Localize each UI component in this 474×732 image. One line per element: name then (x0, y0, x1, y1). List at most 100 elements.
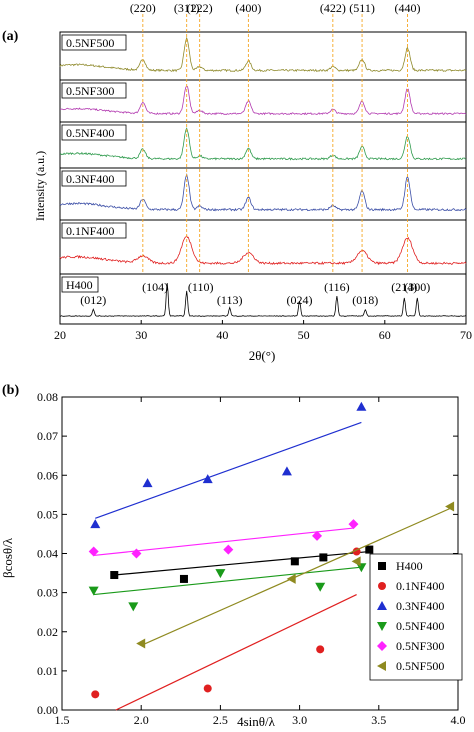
y-tick-label: 0.01 (37, 664, 58, 678)
y-tick-label: 0.02 (37, 625, 58, 639)
data-point (378, 582, 386, 590)
data-point (377, 641, 387, 651)
data-point (91, 690, 100, 699)
pattern-label-box (61, 170, 127, 187)
y-tick-label: 0.06 (37, 468, 58, 482)
data-point (290, 557, 299, 566)
data-point (348, 519, 359, 530)
h400-peak-label: (110) (188, 280, 214, 294)
legend-label: 0.5NF500 (396, 659, 444, 673)
reference-peak-label: (422) (320, 1, 346, 15)
x-tick-label: 1.5 (55, 713, 70, 727)
x-tick-label: 3.0 (292, 713, 307, 727)
fit-line (115, 594, 357, 711)
panel-a-ylabel: Intensity (a.u.) (33, 151, 47, 221)
data-point (179, 574, 188, 583)
data-point (215, 569, 226, 579)
x-tick-label: 50 (298, 328, 310, 342)
data-point (351, 556, 361, 567)
pattern-label-box (61, 124, 127, 141)
x-tick-label: 2.0 (134, 713, 149, 727)
data-point (377, 622, 387, 631)
reference-peak-label: (440) (395, 1, 421, 15)
reference-peak-label: (511) (349, 1, 375, 15)
panel-a-xlabel: 2θ(°) (249, 348, 276, 363)
h400-peak-label: (018) (352, 293, 378, 307)
h400-peak-label: (116) (324, 280, 350, 294)
pattern-label: 0.1NF400 (66, 224, 114, 238)
legend-box (369, 553, 463, 681)
data-point (315, 582, 326, 592)
data-point (131, 548, 142, 559)
reference-peak-label: (400) (235, 1, 261, 15)
data-point (88, 546, 99, 557)
data-point (136, 638, 146, 649)
data-point (316, 645, 325, 654)
h400-peak-label: (113) (217, 293, 243, 307)
y-tick-label: 0.04 (37, 547, 58, 561)
data-point (356, 401, 367, 411)
panel-a: (a) Intensity (a.u.) 2θ(°) 0.5NF500 0.5NF… (2, 1, 472, 363)
data-point (312, 530, 323, 541)
data-point (365, 545, 374, 554)
x-tick-label: 30 (135, 328, 147, 342)
panel-b-xlabel: 4sinθ/λ (237, 714, 276, 729)
data-point (445, 501, 455, 512)
data-point (281, 466, 292, 476)
x-tick-label: 40 (216, 328, 228, 342)
data-point (377, 601, 387, 610)
pattern-label: 0.5NF300 (66, 84, 114, 98)
h400-peak-label: (214) (391, 280, 417, 294)
pattern-label-box (61, 222, 127, 239)
h400-peak-label: (300) (404, 280, 430, 294)
pattern-line (59, 282, 466, 317)
data-point (378, 562, 386, 570)
data-point (223, 544, 234, 555)
pattern-label: H400 (66, 278, 93, 292)
pattern-label: 0.5NF400 (66, 126, 114, 140)
pattern-label: 0.5NF500 (66, 36, 114, 50)
pattern-label-box (61, 34, 127, 51)
fit-line (93, 566, 362, 596)
data-point (286, 573, 296, 584)
fit-line (114, 550, 370, 576)
x-tick-label: 70 (460, 328, 472, 342)
y-tick-label: 0.07 (37, 429, 58, 443)
panel-b-ylabel: βcosθ/λ (0, 537, 15, 578)
legend-label: 0.5NF400 (396, 619, 444, 633)
y-tick-label: 0.08 (37, 390, 58, 404)
x-tick-label: 2.5 (213, 713, 228, 727)
y-tick-label: 0.03 (37, 586, 58, 600)
y-tick-label: 0.00 (37, 703, 58, 717)
data-point (128, 602, 139, 612)
panel-b: (b) βcosθ/λ 4sinθ/λ 1.5 2.0 2.5 3.0 3.5 4.0 0.… (0, 383, 466, 729)
reference-peak-label: (220) (130, 1, 156, 15)
h400-peak-label: (104) (142, 280, 168, 294)
fit-line (95, 421, 362, 519)
pattern-line (59, 36, 467, 73)
pattern-line (59, 173, 467, 212)
legend-label: 0.1NF400 (396, 579, 444, 593)
x-tick-label: 20 (54, 328, 66, 342)
pattern-label-box (61, 82, 127, 99)
data-point (110, 571, 119, 580)
legend-label: 0.3NF400 (396, 599, 444, 613)
reference-peak-label: (222) (187, 1, 213, 15)
h400-peak-label: (024) (287, 293, 313, 307)
reference-peak-label: (311) (174, 1, 200, 15)
h400-peak-label: (012) (80, 293, 106, 307)
x-tick-label: 3.5 (371, 713, 386, 727)
x-tick-label: 4.0 (451, 713, 466, 727)
data-point (202, 474, 213, 484)
pattern-line (60, 86, 467, 116)
data-point (319, 553, 328, 562)
fit-line (93, 527, 354, 557)
panel-a-label: (a) (2, 29, 19, 44)
pattern-line (59, 127, 467, 161)
legend-label: 0.5NF300 (396, 639, 444, 653)
x-tick-label: 60 (379, 328, 391, 342)
pattern-label-box (61, 276, 99, 293)
pattern-line (59, 234, 467, 266)
y-tick-label: 0.05 (37, 507, 58, 521)
